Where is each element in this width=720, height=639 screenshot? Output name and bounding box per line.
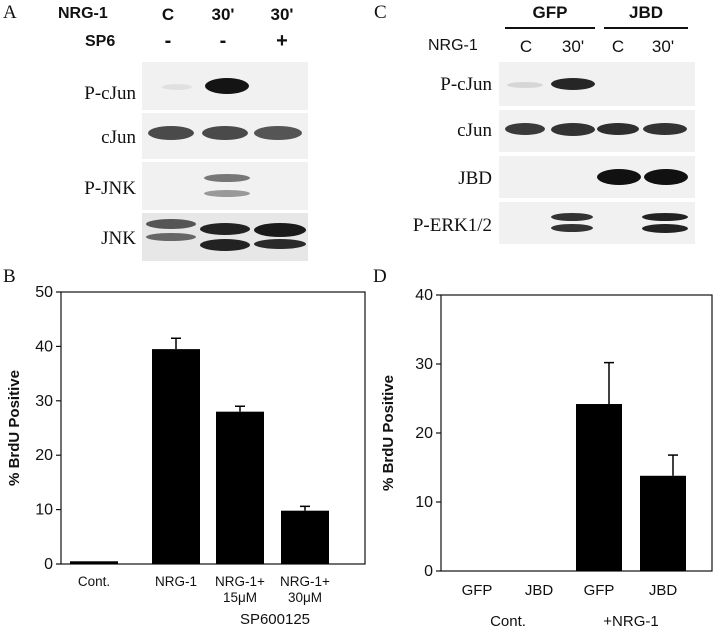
panel-c-group-gfp-line xyxy=(505,27,595,29)
panel-a-lane-2: 30' xyxy=(211,5,235,24)
panel-a-nrg-header: NRG-1 xyxy=(58,5,108,22)
x-tick-label: JBD xyxy=(649,582,678,599)
x-tick-label: JBD xyxy=(525,582,554,599)
band xyxy=(505,123,545,135)
y-tick-label: 0 xyxy=(44,556,53,573)
band xyxy=(148,126,194,140)
band xyxy=(551,213,593,221)
band xyxy=(254,239,306,249)
panel-c-blot-cjun xyxy=(499,110,695,152)
bar xyxy=(640,475,686,571)
band xyxy=(551,224,593,232)
band xyxy=(507,82,543,88)
band xyxy=(254,126,302,140)
y-tick-label: 30 xyxy=(415,356,433,373)
panel-a-sp6-2: - xyxy=(219,30,227,52)
band xyxy=(642,224,688,233)
group-label-nrg1: +NRG-1 xyxy=(603,613,658,630)
panel-c-blot-pcjun xyxy=(499,62,695,106)
y-tick-label: 20 xyxy=(415,425,433,442)
panel-a-blot-pcjun xyxy=(142,62,308,110)
panel-c-row-cjun: cJun xyxy=(457,120,492,141)
panel-c-blot-perk xyxy=(499,202,695,244)
band xyxy=(200,239,250,251)
y-tick-label: 10 xyxy=(35,502,53,519)
x-tick-label: Cont. xyxy=(78,574,110,589)
y-tick-label: 0 xyxy=(424,563,433,580)
y-axis-label: % BrdU Positive xyxy=(380,375,397,491)
panel-a-blot-pjnk xyxy=(142,162,308,210)
panel-a-row-jnk: JNK xyxy=(101,228,136,249)
x-tick-label: NRG-1+ xyxy=(280,574,330,589)
panel-a-row-cjun: cJun xyxy=(101,127,136,148)
x-tick-label: NRG-1+ xyxy=(215,574,265,589)
y-tick-label: 50 xyxy=(35,284,53,301)
band xyxy=(597,123,639,135)
band xyxy=(642,213,688,221)
panel-a-sp6-header: SP6 xyxy=(85,33,116,50)
group-label-cont: Cont. xyxy=(490,613,526,630)
y-axis-label: % BrdU Positive xyxy=(6,370,23,486)
band xyxy=(644,169,688,185)
band xyxy=(146,233,196,241)
panel-a-blot-jnk xyxy=(142,213,308,261)
band xyxy=(597,169,641,185)
group-label-sp600125: SP600125 xyxy=(240,611,310,628)
y-tick-label: 40 xyxy=(35,338,53,355)
band xyxy=(643,123,687,135)
panel-a-label: A xyxy=(3,2,17,23)
band xyxy=(200,223,250,235)
panel-c-blot-jbd xyxy=(499,156,695,198)
band xyxy=(162,84,192,90)
panel-c-lane-4: 30' xyxy=(651,37,675,56)
bar xyxy=(216,411,264,564)
bar xyxy=(70,561,118,564)
panel-b-label: B xyxy=(3,266,16,287)
panel-c-row-pcjun: P-cJun xyxy=(440,74,492,95)
x-tick-label: GFP xyxy=(584,582,615,599)
panel-c-group-gfp: GFP xyxy=(532,3,568,22)
panel-d-label: D xyxy=(373,266,387,287)
panel-a-lane-1: C xyxy=(161,5,175,24)
panel-a-sp6-3: + xyxy=(276,30,288,52)
panel-a-row-pjnk: P-JNK xyxy=(84,178,136,199)
panel-a-row-pcjun: P-cJun xyxy=(84,83,136,104)
y-tick-label: 10 xyxy=(415,494,433,511)
panel-c-label: C xyxy=(374,2,387,23)
bar xyxy=(152,349,200,564)
panel-c-group-jbd-line xyxy=(604,27,688,29)
plot-frame xyxy=(60,291,366,565)
panel-a-lane-3: 30' xyxy=(270,5,294,24)
band xyxy=(551,123,595,136)
band xyxy=(202,126,248,140)
panel-c-lane-2: 30' xyxy=(561,37,585,56)
panel-a-blot-cjun xyxy=(142,113,308,159)
panel-c-row-jbd: JBD xyxy=(458,168,492,189)
band xyxy=(205,78,249,94)
y-tick-label: 40 xyxy=(415,287,433,304)
x-tick-label: GFP xyxy=(462,582,493,599)
band xyxy=(204,190,250,197)
band xyxy=(254,223,306,237)
bar xyxy=(281,510,329,564)
panel-c-nrg-header: NRG-1 xyxy=(428,37,478,54)
bar xyxy=(576,404,622,571)
band xyxy=(146,219,196,229)
panel-c-lane-3: C xyxy=(611,37,625,56)
band xyxy=(551,78,595,90)
y-tick-label: 20 xyxy=(35,447,53,464)
panel-a-sp6-1: - xyxy=(164,30,172,52)
x-tick-label: 30μM xyxy=(288,590,322,605)
panel-c-lane-1: C xyxy=(519,37,533,56)
band xyxy=(204,174,250,182)
panel-c-row-perk: P-ERK1/2 xyxy=(412,215,492,236)
y-tick-label: 30 xyxy=(35,393,53,410)
x-tick-label: 15μM xyxy=(223,590,257,605)
x-tick-label: NRG-1 xyxy=(155,574,197,589)
panel-c-group-jbd: JBD xyxy=(628,3,663,22)
